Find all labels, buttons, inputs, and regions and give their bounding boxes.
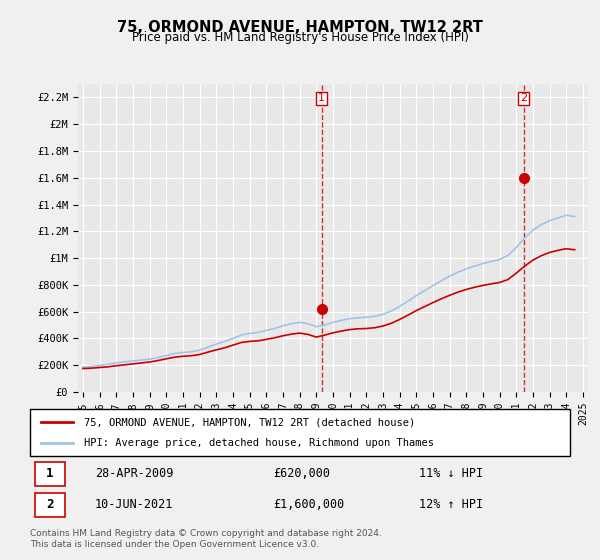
Text: 10-JUN-2021: 10-JUN-2021	[95, 498, 173, 511]
Text: £620,000: £620,000	[273, 468, 330, 480]
Text: 12% ↑ HPI: 12% ↑ HPI	[419, 498, 483, 511]
Text: Contains HM Land Registry data © Crown copyright and database right 2024.
This d: Contains HM Land Registry data © Crown c…	[30, 529, 382, 549]
Text: 75, ORMOND AVENUE, HAMPTON, TW12 2RT (detached house): 75, ORMOND AVENUE, HAMPTON, TW12 2RT (de…	[84, 417, 415, 427]
Text: Price paid vs. HM Land Registry's House Price Index (HPI): Price paid vs. HM Land Registry's House …	[131, 31, 469, 44]
Text: 11% ↓ HPI: 11% ↓ HPI	[419, 468, 483, 480]
Text: 75, ORMOND AVENUE, HAMPTON, TW12 2RT: 75, ORMOND AVENUE, HAMPTON, TW12 2RT	[117, 20, 483, 35]
Text: 1: 1	[46, 468, 54, 480]
Text: 28-APR-2009: 28-APR-2009	[95, 468, 173, 480]
Text: 2: 2	[46, 498, 54, 511]
Text: 1: 1	[318, 93, 325, 103]
FancyBboxPatch shape	[35, 462, 65, 486]
FancyBboxPatch shape	[30, 409, 570, 456]
Text: 2: 2	[520, 93, 527, 103]
Text: £1,600,000: £1,600,000	[273, 498, 344, 511]
Text: HPI: Average price, detached house, Richmond upon Thames: HPI: Average price, detached house, Rich…	[84, 438, 434, 448]
FancyBboxPatch shape	[35, 493, 65, 517]
